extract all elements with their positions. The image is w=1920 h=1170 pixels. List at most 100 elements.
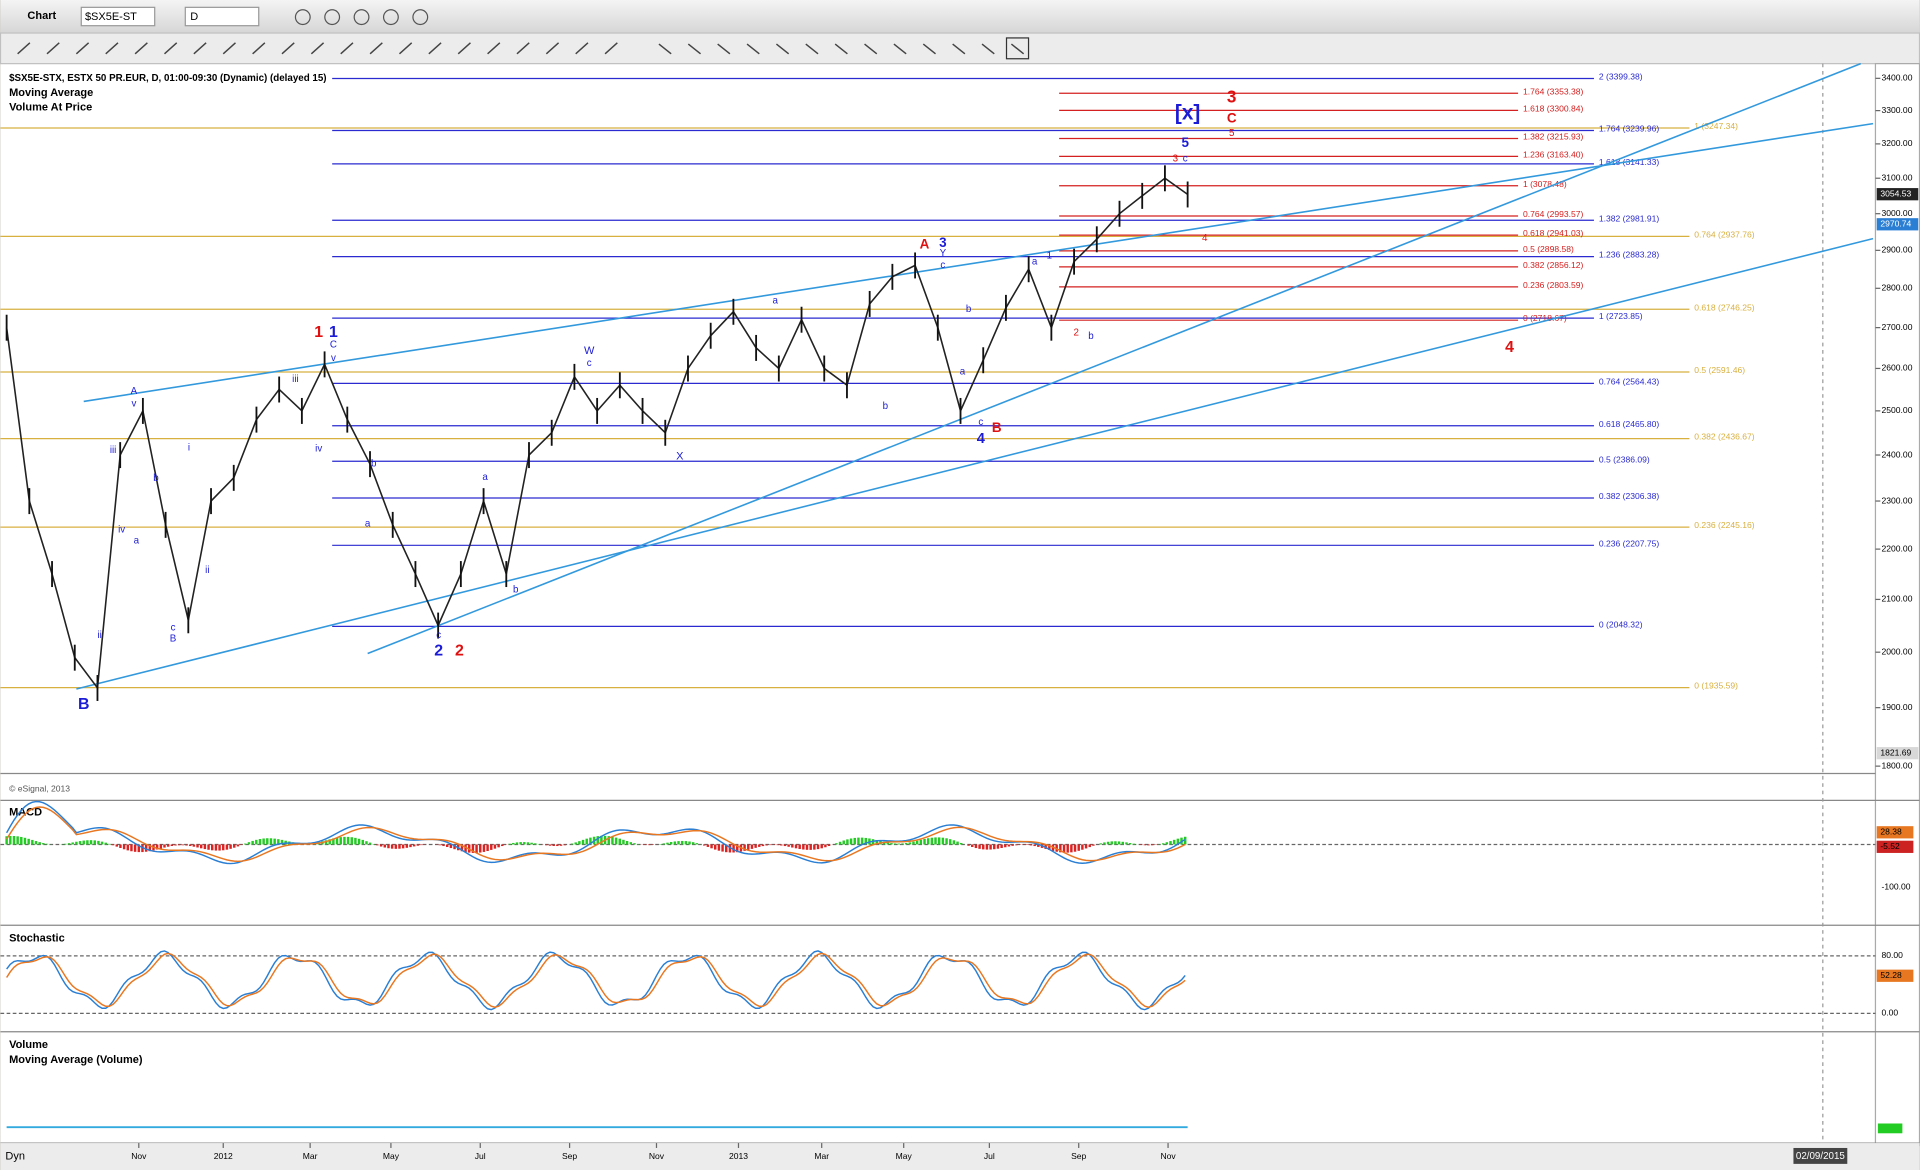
fib-label: 1.236 (2883.28) [1599,250,1660,260]
macd-line [5,800,1186,865]
trend-line [367,62,1862,655]
tool-icon [687,43,702,55]
x-tick-label: 2012 [214,1151,233,1161]
x-tick-label: Jul [984,1151,995,1161]
wave-label: 3 [1227,86,1237,106]
x-tick-label: Nov [131,1151,147,1161]
wave-label: 4 [1505,339,1514,356]
wave-label: b [883,401,889,412]
fib-label: 0.764 (2993.57) [1523,209,1584,219]
title-bar [0,0,1920,34]
tool-icon [952,43,966,55]
tool-icon[interactable] [353,9,370,26]
fib-label: 1 (3078.48) [1523,179,1567,189]
price-tag [1876,218,1919,231]
fib-label: 1.764 (3353.38) [1523,86,1584,96]
fib-label: 1 (2723.85) [1599,311,1643,321]
tool-icon [75,42,90,55]
wave-label: A [920,236,930,251]
tool-icon [775,43,790,55]
wave-label: 1 [314,324,323,341]
y-tick-label: 3100.00 [1882,172,1913,182]
fib-label: 2 (3399.38) [1599,72,1643,82]
wave-label: v [131,398,136,409]
fib-label: 1.764 (3239.96) [1599,124,1660,134]
tool-icon [281,42,295,55]
tool-icon [252,42,266,55]
fib-label: 0.764 (2564.43) [1599,376,1660,386]
toolbar-icons [12,9,1030,60]
interval[interactable]: D [190,11,198,23]
price-tag-label: 1821.69 [1880,747,1911,757]
fib-label: 0.618 (2941.03) [1523,228,1584,238]
fib-label: 1.382 (2981.91) [1599,213,1660,223]
wave-label: i [188,443,190,454]
symbol-box[interactable] [80,6,156,27]
fib-label: 0 (2048.32) [1599,619,1643,629]
indicator-tag [1876,840,1914,853]
tool-icon[interactable] [412,9,429,26]
y-tick-label: 2300.00 [1882,495,1913,505]
wave-label: iv [315,444,322,455]
wave-label: a [1032,256,1038,267]
tool-icon [746,43,760,55]
wave-label: c [1183,154,1188,165]
tool-icon [545,42,560,55]
header: $SX5E-STX, ESTX 50 PR.EUR, D, 01:00-09:3… [9,73,326,84]
tool-icon[interactable] [382,9,399,26]
date-box [1793,1147,1848,1164]
wave-label: c [436,630,441,641]
wave-label: c [171,622,176,633]
fib-label: 0.382 (2306.38) [1599,491,1660,501]
header: Moving Average [9,87,93,99]
plot: 3400.00 3300.00 3200.00 3100.00 3000.00 2900.… [0,62,1919,1161]
tool-icon [457,42,471,55]
wave-label: b [513,584,519,595]
y-tick-label: 2400.00 [1882,449,1913,459]
y-tick-label: 0.00 [1882,1008,1899,1018]
wave-label: a [960,367,966,378]
price-tag-label: 2970.74 [1880,219,1911,229]
wave-label: b [371,458,377,469]
panel-title: Stochastic [9,933,65,945]
wave-label: 3 [1173,154,1179,165]
wave-label: ii [205,565,209,576]
x-tick-label: 2013 [729,1151,748,1161]
tool-icon [428,42,442,55]
wave-label: 3 [939,235,946,250]
fib-label: 0.236 (2245.16) [1694,520,1755,530]
wave-label: 2 [1074,327,1079,338]
interval-box[interactable] [184,6,260,27]
wave-label: 5 [1181,135,1189,150]
wave-label: B [992,420,1002,435]
wave-label: C [330,340,337,351]
wave-label: b [1088,331,1094,342]
status-mode[interactable]: Dyn [5,1150,25,1162]
x-tick-label: May [383,1151,400,1161]
tool-icon[interactable] [294,9,311,26]
tool-icon [398,42,413,55]
wave-label: 4 [1202,233,1208,244]
wave-label: X [676,450,684,462]
symbol[interactable]: $SX5E-ST [85,11,137,23]
tool-icon [981,43,995,55]
panel-title: Moving Average (Volume) [9,1054,143,1066]
wave-label: 1 [1047,250,1052,261]
wave-label: iii [292,374,299,385]
x-tick-label: May [896,1151,913,1161]
wave-label: b [153,473,159,484]
wave-label: B [78,696,90,713]
fib-label: 0.382 (2436.67) [1694,432,1755,442]
tool-icon[interactable] [324,9,341,26]
wave-label: Y [940,248,947,259]
y-tick-label: 3300.00 [1882,105,1913,115]
wave-label: a [482,472,488,483]
wave-label: c [940,260,945,271]
tool-icon [340,42,354,55]
x-tick-label: Nov [1160,1151,1176,1161]
wave-label: a [365,518,371,529]
fib-label: 0 (1935.59) [1694,681,1738,691]
y-tick-label: 2200.00 [1882,543,1913,553]
tool-icon [922,43,936,55]
tool-icon [893,43,907,55]
